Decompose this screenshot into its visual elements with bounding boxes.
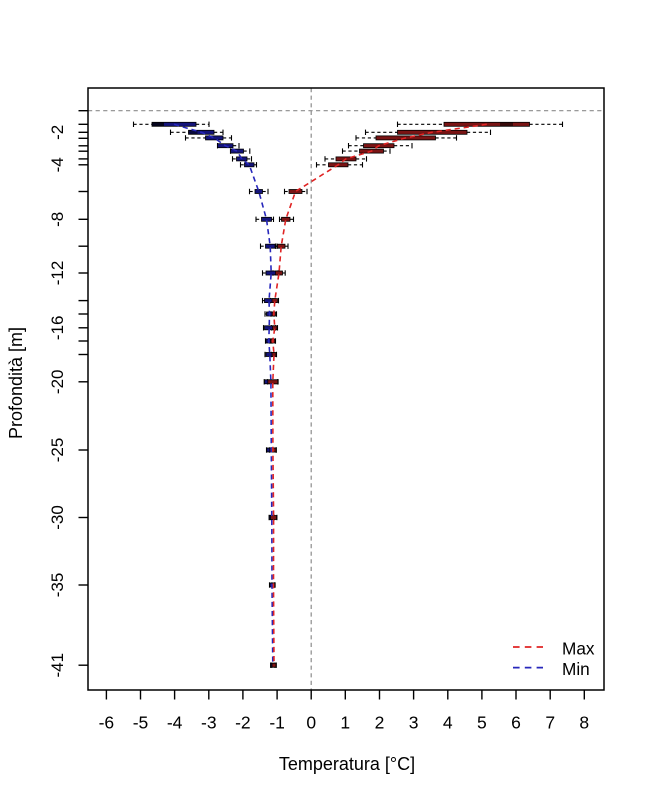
svg-text:-3: -3 xyxy=(201,713,217,733)
svg-text:0: 0 xyxy=(306,713,316,733)
svg-text:-4: -4 xyxy=(48,157,67,172)
svg-text:2: 2 xyxy=(375,713,385,733)
svg-text:-2: -2 xyxy=(48,125,67,140)
svg-text:-8: -8 xyxy=(48,212,67,227)
svg-text:4: 4 xyxy=(443,713,453,733)
svg-text:1: 1 xyxy=(340,713,350,733)
svg-text:-16: -16 xyxy=(48,316,67,341)
svg-text:8: 8 xyxy=(579,713,589,733)
svg-text:Temperatura [°C]: Temperatura [°C] xyxy=(279,754,415,774)
svg-text:-35: -35 xyxy=(48,573,67,598)
svg-text:-12: -12 xyxy=(48,261,67,286)
svg-text:Profondità [m]: Profondità [m] xyxy=(6,327,26,439)
svg-text:3: 3 xyxy=(409,713,419,733)
svg-text:-2: -2 xyxy=(235,713,251,733)
svg-text:-20: -20 xyxy=(48,370,67,395)
svg-text:-5: -5 xyxy=(133,713,149,733)
svg-text:-1: -1 xyxy=(269,713,285,733)
svg-text:Max: Max xyxy=(562,639,595,659)
svg-text:7: 7 xyxy=(545,713,555,733)
svg-text:Min: Min xyxy=(562,659,590,679)
svg-text:-4: -4 xyxy=(167,713,183,733)
svg-text:5: 5 xyxy=(477,713,487,733)
svg-text:-25: -25 xyxy=(48,438,67,463)
svg-text:-30: -30 xyxy=(48,505,67,530)
svg-text:-6: -6 xyxy=(99,713,115,733)
svg-text:-41: -41 xyxy=(48,653,67,678)
svg-text:6: 6 xyxy=(511,713,521,733)
